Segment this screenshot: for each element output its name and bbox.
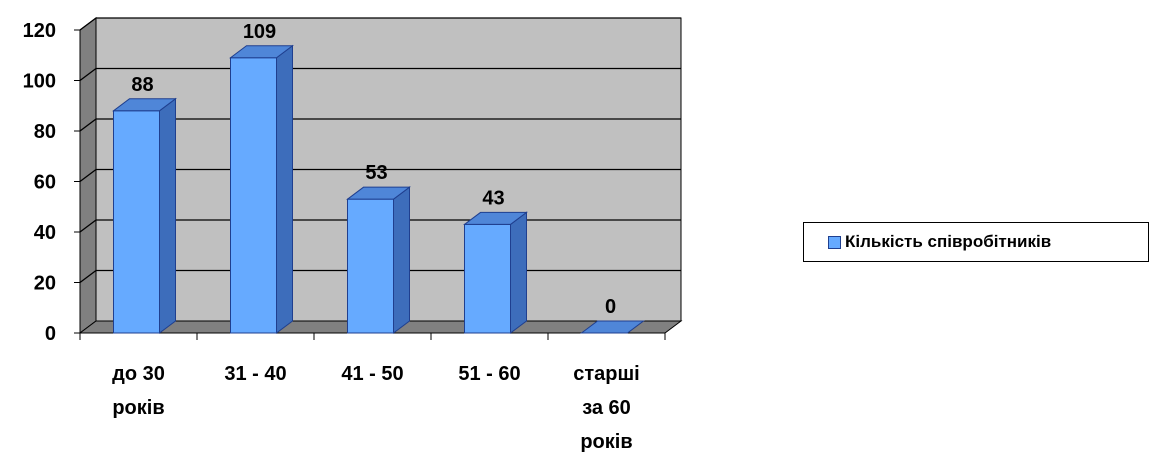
data-label: 53	[365, 162, 387, 184]
bar-front	[113, 110, 160, 334]
bar-top	[580, 320, 645, 334]
bar-chart: 0 20 40 60 80 100 120 до 30 років 31 - 40 41 - 50…	[23, 17, 683, 453]
data-labels: 88 109 53 43 0	[131, 21, 616, 318]
bar-side	[510, 211, 527, 334]
y-tick-label: 80	[34, 121, 56, 143]
bar-top	[229, 45, 294, 59]
data-label: 43	[482, 187, 504, 209]
bar-top	[346, 186, 411, 200]
gridline	[79, 168, 681, 183]
bar-side	[159, 97, 176, 334]
y-tick-label: 0	[45, 323, 56, 345]
gridlines	[79, 17, 681, 284]
x-tick-label: 41 - 50	[341, 363, 403, 385]
bar	[580, 320, 645, 334]
bar-top	[463, 211, 528, 225]
bar	[346, 186, 411, 334]
bar-top	[112, 98, 177, 112]
y-tick-label: 60	[34, 172, 56, 194]
x-tick-label: 31 - 40	[224, 363, 286, 385]
data-label: 109	[243, 21, 276, 43]
x-tick-label: до 30 років	[112, 363, 165, 419]
y-tick-label: 20	[34, 273, 56, 295]
bar	[229, 44, 294, 334]
x-tick-label: 51 - 60	[458, 363, 520, 385]
bar	[463, 211, 528, 334]
legend-swatch	[828, 235, 841, 249]
bar-side	[393, 186, 410, 334]
bars	[112, 44, 645, 334]
legend: Кількість співробітників	[803, 222, 1149, 262]
gridline	[79, 67, 681, 82]
bar-front	[464, 223, 511, 334]
y-tick-label: 40	[34, 222, 56, 244]
x-tick-label: старші за 60 років	[573, 363, 639, 453]
gridline	[79, 118, 681, 132]
data-label: 0	[605, 296, 616, 318]
gridline	[79, 17, 681, 31]
bar	[112, 97, 177, 334]
data-label: 88	[131, 74, 153, 96]
y-tick-label: 100	[23, 71, 56, 93]
y-axis: 0 20 40 60 80 100 120	[23, 20, 81, 345]
bar-front	[347, 198, 394, 334]
bar-front	[230, 57, 277, 334]
legend-label: Кількість співробітників	[845, 232, 1052, 251]
y-tick-label: 120	[23, 20, 56, 42]
x-axis: до 30 років 31 - 40 41 - 50 51 - 60 старші за …	[79, 332, 666, 453]
bar-side	[276, 44, 293, 334]
